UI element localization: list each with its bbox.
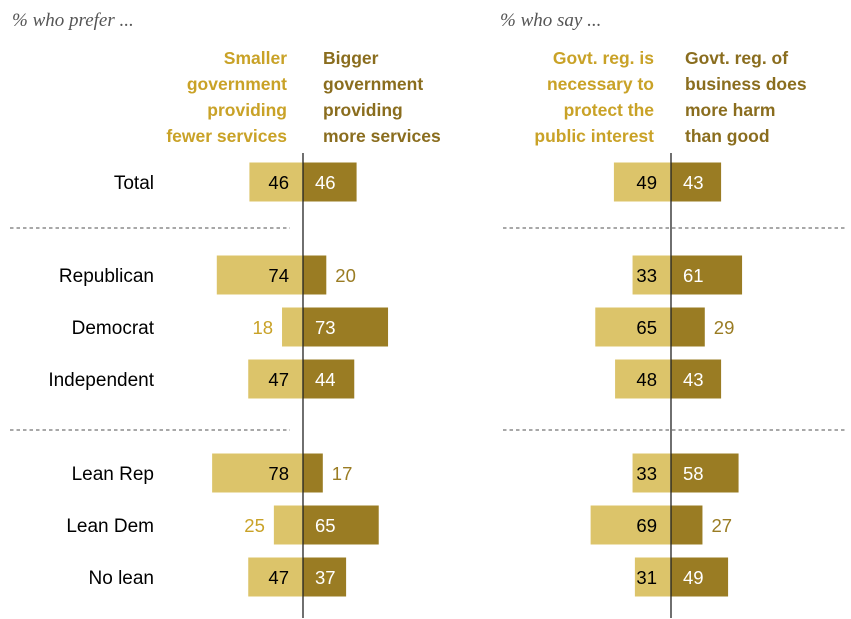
left-value-label: 46 (268, 172, 289, 193)
right-bar (671, 307, 705, 347)
left-value-label: 49 (636, 172, 657, 193)
left-bar (273, 505, 303, 545)
row-label: No lean (89, 568, 155, 589)
right-bar (671, 557, 729, 597)
row-label: Republican (59, 266, 154, 287)
left-bar (595, 307, 671, 347)
right-column-header: more services (323, 126, 441, 146)
right-value-label: 61 (683, 265, 704, 286)
right-column-header: providing (323, 100, 403, 120)
left-value-label: 78 (268, 463, 289, 484)
left-column-header: providing (207, 100, 287, 120)
row-label: Independent (48, 370, 154, 391)
left-bar (632, 453, 671, 493)
left-value-label: 74 (268, 265, 289, 286)
left-bar (590, 505, 671, 545)
row-label: Total (114, 173, 154, 194)
right-bar (671, 453, 739, 493)
right-column-header: than good (685, 126, 770, 146)
right-bar (303, 255, 327, 295)
left-value-label: 65 (636, 317, 657, 338)
left-column-header: necessary to (547, 74, 654, 94)
right-value-label: 27 (711, 515, 732, 536)
right-column-header: Govt. reg. of (685, 48, 788, 68)
left-bar (613, 162, 671, 202)
left-value-label: 69 (636, 515, 657, 536)
left-column-header: Govt. reg. is (553, 48, 654, 68)
left-column-header: protect the (564, 100, 655, 120)
left-column-header: public interest (534, 126, 654, 146)
right-value-label: 65 (315, 515, 336, 536)
right-value-label: 43 (683, 172, 704, 193)
row-label: Lean Dem (66, 516, 154, 537)
left-bar (248, 557, 303, 597)
left-value-label: 33 (636, 463, 657, 484)
right-bar (303, 359, 355, 399)
left-value-label: 31 (636, 567, 657, 588)
right-bar (303, 307, 389, 347)
right-bar (303, 557, 347, 597)
left-bar (249, 162, 303, 202)
left-bar (212, 453, 303, 493)
right-value-label: 20 (335, 265, 356, 286)
right-value-label: 46 (315, 172, 336, 193)
left-value-label: 47 (268, 567, 289, 588)
chart-subtitle: % who prefer ... (12, 10, 134, 31)
left-bar (615, 359, 671, 399)
right-bar (671, 162, 722, 202)
right-bar (303, 453, 323, 493)
right-value-label: 73 (315, 317, 336, 338)
right-value-label: 49 (683, 567, 704, 588)
right-bar (671, 359, 722, 399)
left-value-label: 47 (268, 369, 289, 390)
right-value-label: 43 (683, 369, 704, 390)
left-value-label: 33 (636, 265, 657, 286)
row-label: Democrat (72, 318, 155, 339)
right-column-header: more harm (685, 100, 775, 120)
left-bar (248, 359, 303, 399)
right-value-label: 29 (714, 317, 735, 338)
right-value-label: 44 (315, 369, 336, 390)
right-bar (303, 162, 357, 202)
left-value-label: 48 (636, 369, 657, 390)
left-bar (634, 557, 671, 597)
right-value-label: 58 (683, 463, 704, 484)
row-label: Lean Rep (72, 464, 154, 485)
left-column-header: fewer services (166, 126, 287, 146)
right-column-header: business does (685, 74, 807, 94)
left-value-label: 18 (252, 317, 273, 338)
chart-subtitle: % who say ... (500, 10, 601, 31)
left-bar (282, 307, 303, 347)
right-value-label: 37 (315, 567, 336, 588)
right-bar (671, 505, 703, 545)
left-column-header: Smaller (224, 48, 287, 68)
right-bar (303, 505, 379, 545)
left-bar (632, 255, 671, 295)
left-value-label: 25 (244, 515, 265, 536)
left-column-header: government (187, 74, 287, 94)
right-value-label: 17 (332, 463, 353, 484)
right-bar (671, 255, 743, 295)
right-column-header: government (323, 74, 423, 94)
left-bar (216, 255, 303, 295)
right-column-header: Bigger (323, 48, 379, 68)
